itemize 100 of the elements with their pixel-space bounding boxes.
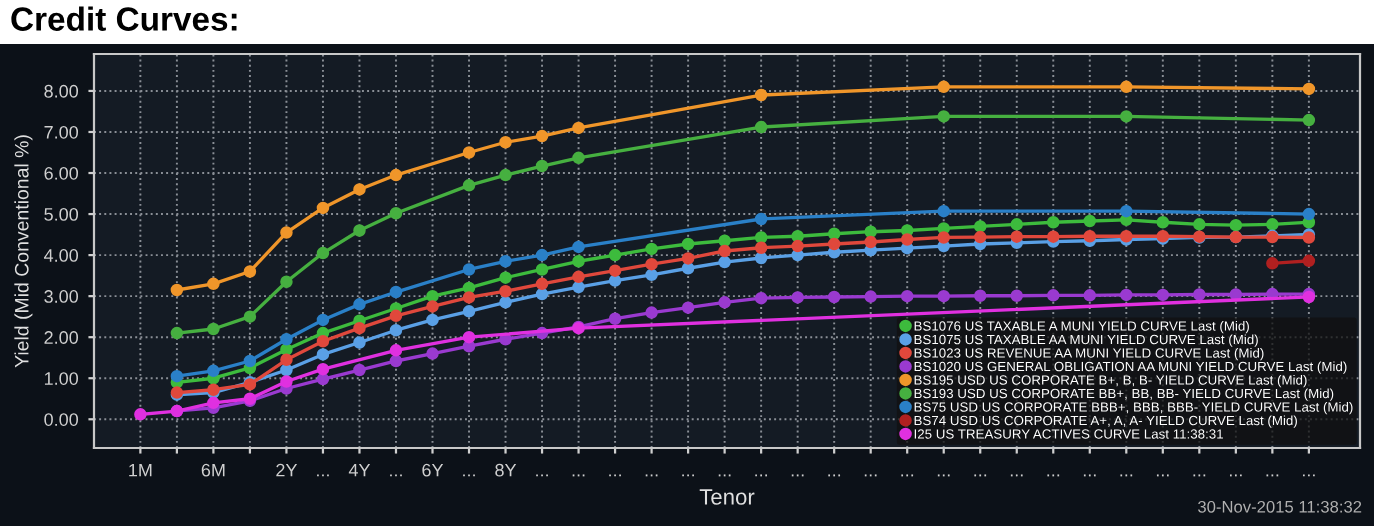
point [827, 237, 841, 251]
point [864, 235, 877, 249]
point [353, 183, 366, 196]
point [280, 363, 293, 377]
point [937, 80, 950, 94]
x-tick-label: ... [1266, 474, 1279, 477]
point [572, 255, 585, 268]
point [754, 120, 768, 134]
point [718, 255, 731, 269]
point [535, 159, 549, 173]
text: 30-Nov-2015 11:38:32 [1198, 500, 1362, 513]
point [1302, 207, 1316, 221]
x-tick-label: ... [682, 474, 694, 477]
point [170, 283, 184, 297]
point [1047, 216, 1060, 229]
point [462, 305, 476, 318]
point [608, 264, 622, 277]
x-tick-label: ... [1193, 474, 1206, 477]
point [1193, 288, 1206, 301]
point [207, 277, 220, 291]
x-tick-label: ... [1047, 474, 1060, 477]
y-tick-label: 8.00 [44, 84, 79, 98]
point [389, 323, 403, 337]
point [353, 363, 366, 377]
point [827, 227, 841, 241]
point [426, 289, 439, 303]
point [681, 237, 695, 251]
x-tick-label: ... [1156, 474, 1169, 477]
point [1302, 113, 1316, 127]
point [572, 240, 585, 254]
point [499, 168, 512, 182]
point [353, 298, 366, 311]
point [316, 372, 330, 386]
point [1083, 229, 1097, 243]
point [1047, 230, 1060, 243]
point [280, 375, 293, 388]
point [572, 270, 585, 284]
point [645, 306, 658, 319]
point [718, 244, 731, 258]
point [316, 335, 330, 348]
point [499, 135, 512, 149]
point [389, 344, 403, 357]
x-tick-label: ... [974, 474, 987, 477]
point [535, 248, 549, 262]
point [754, 88, 768, 102]
point [389, 206, 403, 220]
x-tick-label: ... [645, 474, 658, 477]
point [462, 179, 476, 192]
x-tick-label: ... [828, 474, 841, 477]
x-tick-label: ... [1120, 474, 1133, 477]
point [754, 241, 768, 254]
point [791, 291, 804, 304]
point [499, 296, 512, 309]
x-tick-label: ... [755, 474, 768, 477]
x-tick-label: 8Y [495, 463, 517, 477]
point [535, 129, 549, 143]
x-tick-label: ... [1083, 474, 1096, 477]
point [608, 312, 622, 325]
point [1120, 80, 1133, 94]
point [572, 151, 585, 165]
point [243, 265, 257, 278]
point [1229, 218, 1243, 232]
point [754, 212, 768, 226]
point [1302, 82, 1316, 96]
point [1010, 230, 1023, 243]
y-tick-label: 7.00 [44, 125, 79, 139]
x-tick-label: ... [718, 474, 731, 477]
point [316, 313, 330, 327]
point [1266, 218, 1279, 231]
point [1010, 289, 1023, 302]
point [864, 290, 877, 303]
point [389, 309, 403, 323]
x-tick-label: ... [1229, 474, 1242, 477]
point [937, 110, 950, 123]
x-tick-label: ... [536, 474, 548, 477]
point [499, 271, 512, 284]
point [900, 233, 914, 246]
point [499, 284, 512, 298]
x-tick-label: 6Y [422, 463, 444, 477]
point [572, 280, 585, 294]
point [207, 364, 220, 378]
x-tick-label: ... [463, 474, 475, 477]
x-tick-label: ... [390, 474, 402, 477]
point [937, 204, 950, 218]
y-tick-label: 1.00 [44, 372, 79, 385]
x-axis-title: Tenor [699, 489, 755, 505]
x-tick-label: ... [609, 474, 621, 477]
point [535, 263, 549, 276]
x-tick-label: 2Y [276, 463, 298, 477]
point [353, 224, 366, 237]
point [827, 290, 841, 304]
x-tick-label: 1M [129, 463, 152, 477]
point [316, 348, 330, 361]
x-tick-label: ... [791, 474, 804, 477]
y-tick-label: 4.00 [44, 249, 79, 262]
point [462, 291, 476, 304]
point [645, 242, 658, 256]
point [973, 230, 987, 244]
point [170, 326, 184, 340]
y-tick-label: 2.00 [44, 331, 79, 344]
